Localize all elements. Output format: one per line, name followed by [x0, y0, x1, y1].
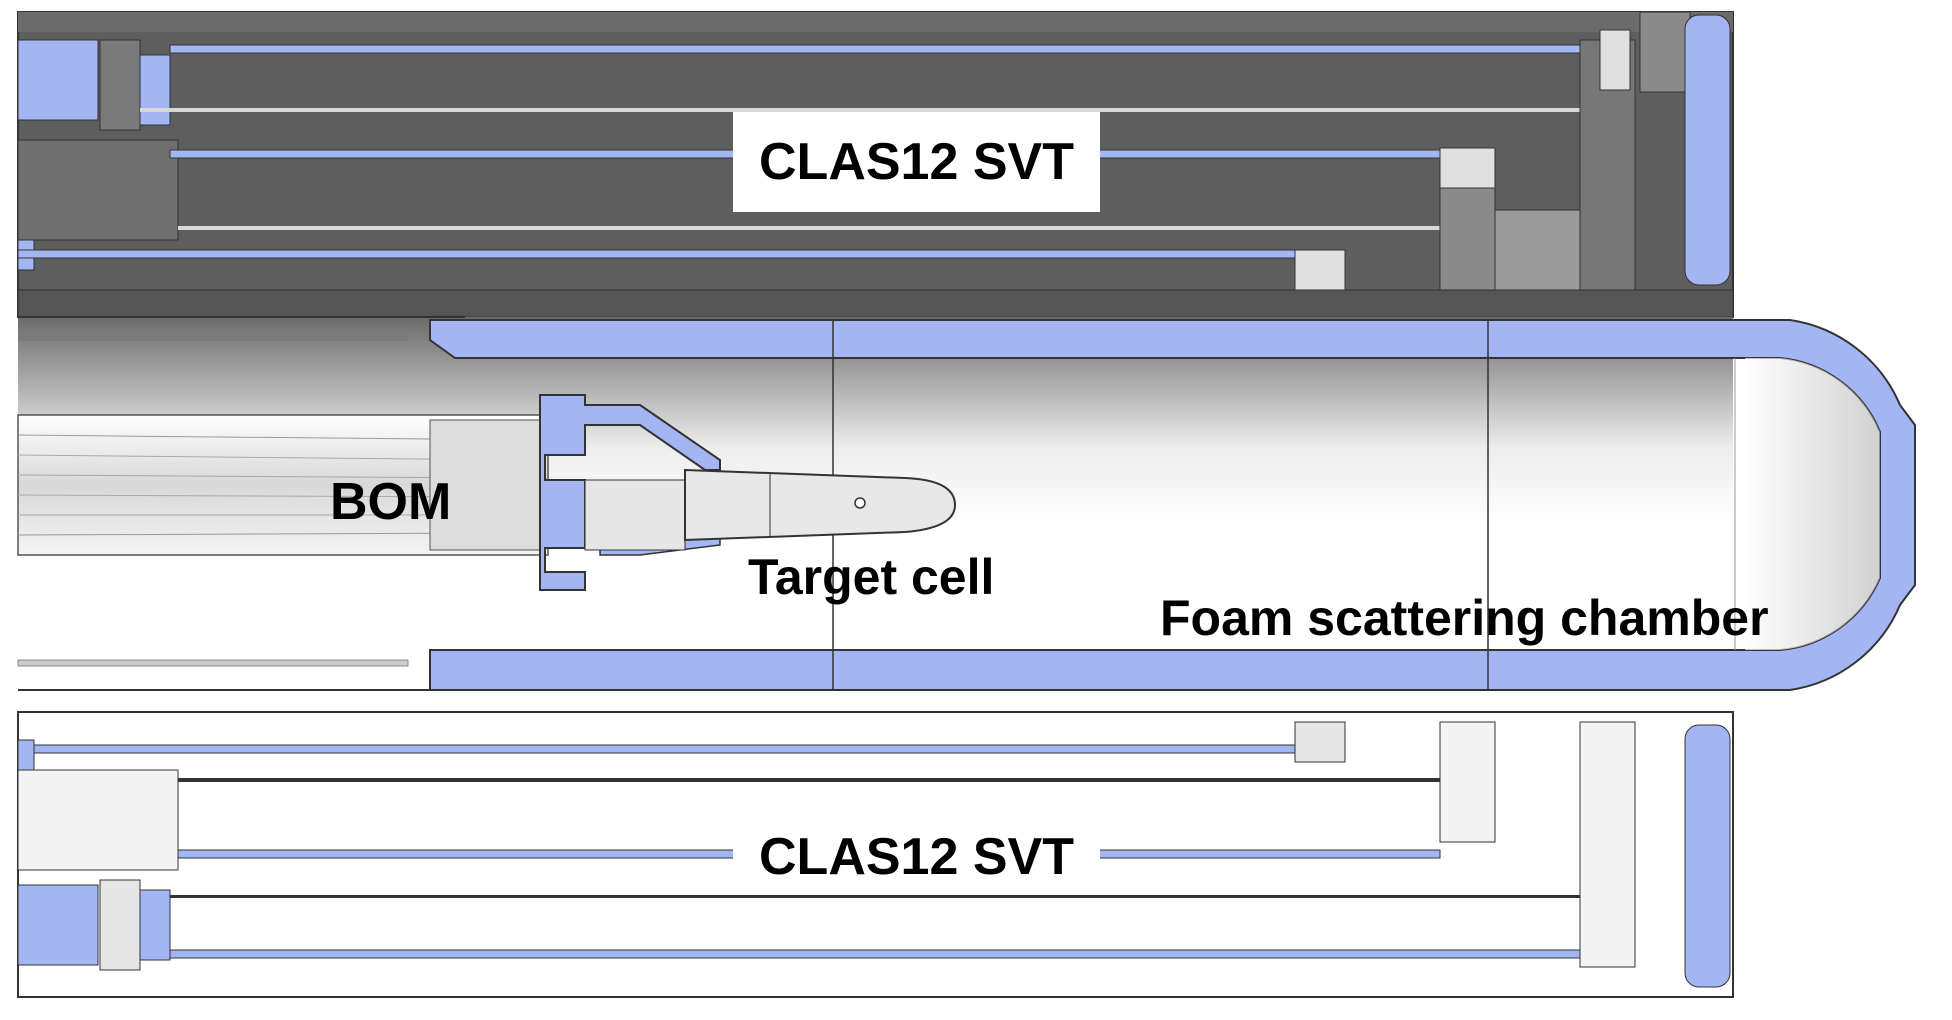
target-cell [539, 394, 957, 591]
foam-chamber-label: Foam scattering chamber [1160, 590, 1769, 646]
target-cell-label: Target cell [748, 549, 995, 605]
bom-label: BOM [330, 473, 452, 531]
svt-bottom-label: CLAS12 SVT [733, 822, 1100, 892]
svt-top-region [17, 11, 1734, 318]
svt-top-label: CLAS12 SVT [733, 112, 1100, 212]
bom-beamline [17, 414, 549, 556]
